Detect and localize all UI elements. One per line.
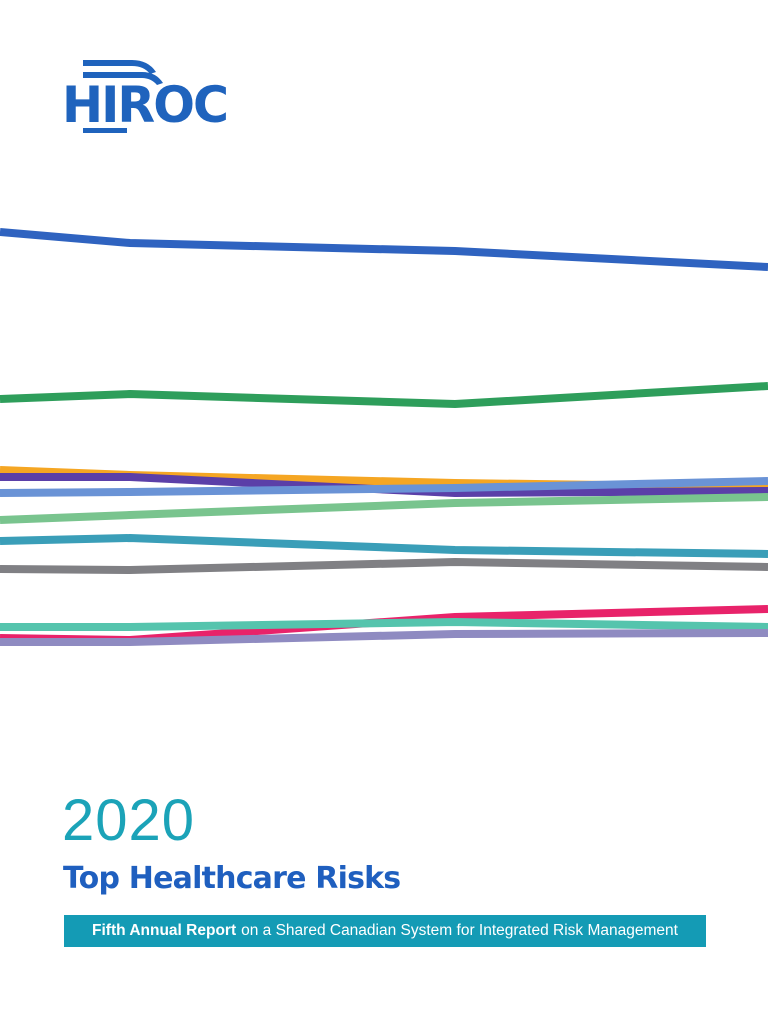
subtitle-bold: Fifth Annual Report <box>92 922 237 939</box>
subtitle-banner: Fifth Annual Report on a Shared Canadian… <box>64 915 706 947</box>
logo-bottom-bar <box>83 128 127 133</box>
logo-text: HIROC <box>62 76 227 134</box>
logo-arc-second <box>83 72 163 85</box>
line-light-green <box>0 493 768 524</box>
line-purple <box>0 473 768 497</box>
line-light-blue <box>0 477 768 497</box>
line-teal <box>0 534 768 558</box>
report-year: 2020 <box>62 788 196 853</box>
line-blue <box>0 228 768 271</box>
line-green <box>0 382 768 408</box>
line-mint <box>0 618 768 631</box>
line-gray <box>0 558 768 574</box>
subtitle-rest: on a Shared Canadian System for Integrat… <box>241 922 678 939</box>
report-title: Top Healthcare Risks <box>63 861 401 896</box>
hiroc-logo: HIROC <box>62 60 229 134</box>
line-lavender <box>0 629 768 646</box>
logo-arc-top <box>83 60 156 74</box>
